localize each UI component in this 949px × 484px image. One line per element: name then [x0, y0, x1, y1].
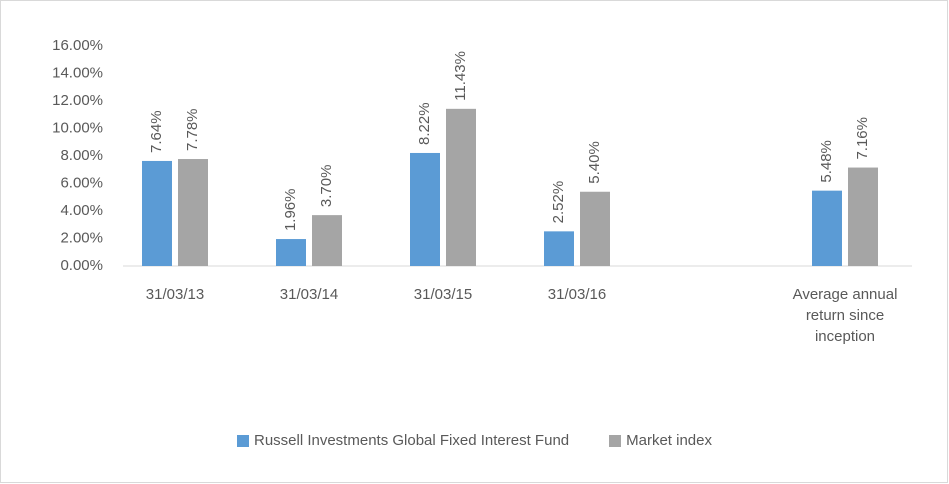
y-tick-label: 4.00%	[60, 202, 103, 219]
legend-swatch	[236, 434, 249, 447]
y-tick-label: 6.00%	[60, 174, 103, 191]
legend-swatch	[609, 434, 622, 447]
bar	[812, 190, 842, 266]
bar	[178, 159, 208, 266]
legend-item: Market index	[609, 432, 712, 449]
data-label: 7.64%	[148, 110, 165, 153]
bar	[580, 191, 610, 266]
x-tick-label: 31/03/13	[145, 286, 205, 303]
y-tick-label: 8.00%	[60, 147, 103, 164]
legend-label: Russell Investments Global Fixed Interes…	[253, 432, 570, 449]
data-label: 11.43%	[452, 51, 469, 101]
data-label: 1.96%	[282, 189, 299, 232]
y-tick-label: 2.00%	[60, 229, 103, 246]
legend: Russell Investments Global Fixed Interes…	[0, 432, 949, 449]
x-tick-label: 31/03/14	[279, 286, 339, 303]
bar	[312, 215, 342, 266]
bar	[276, 239, 306, 266]
y-tick-label: 12.00%	[52, 92, 103, 109]
bar	[848, 167, 878, 266]
x-tick-label: 31/03/15	[413, 286, 473, 303]
legend-label: Market index	[626, 432, 712, 449]
y-tick-label: 14.00%	[52, 64, 103, 81]
legend-item: Russell Investments Global Fixed Interes…	[236, 432, 570, 449]
bar	[410, 152, 440, 266]
x-tick-label: Average annual return since inception	[792, 286, 898, 345]
y-tick-label: 0.00%	[60, 257, 103, 274]
data-label: 8.22%	[416, 102, 433, 145]
bar	[446, 108, 476, 267]
bar	[544, 231, 574, 266]
bar	[142, 160, 172, 266]
y-tick-label: 10.00%	[52, 119, 103, 136]
data-label: 7.78%	[184, 108, 201, 151]
data-label: 5.40%	[586, 141, 603, 184]
data-label: 2.52%	[550, 181, 567, 224]
data-label: 5.48%	[818, 140, 835, 183]
y-tick-label: 16.00%	[52, 37, 103, 54]
x-tick-label: 31/03/16	[547, 286, 607, 303]
data-label: 3.70%	[318, 165, 335, 208]
data-label: 7.16%	[854, 117, 871, 160]
